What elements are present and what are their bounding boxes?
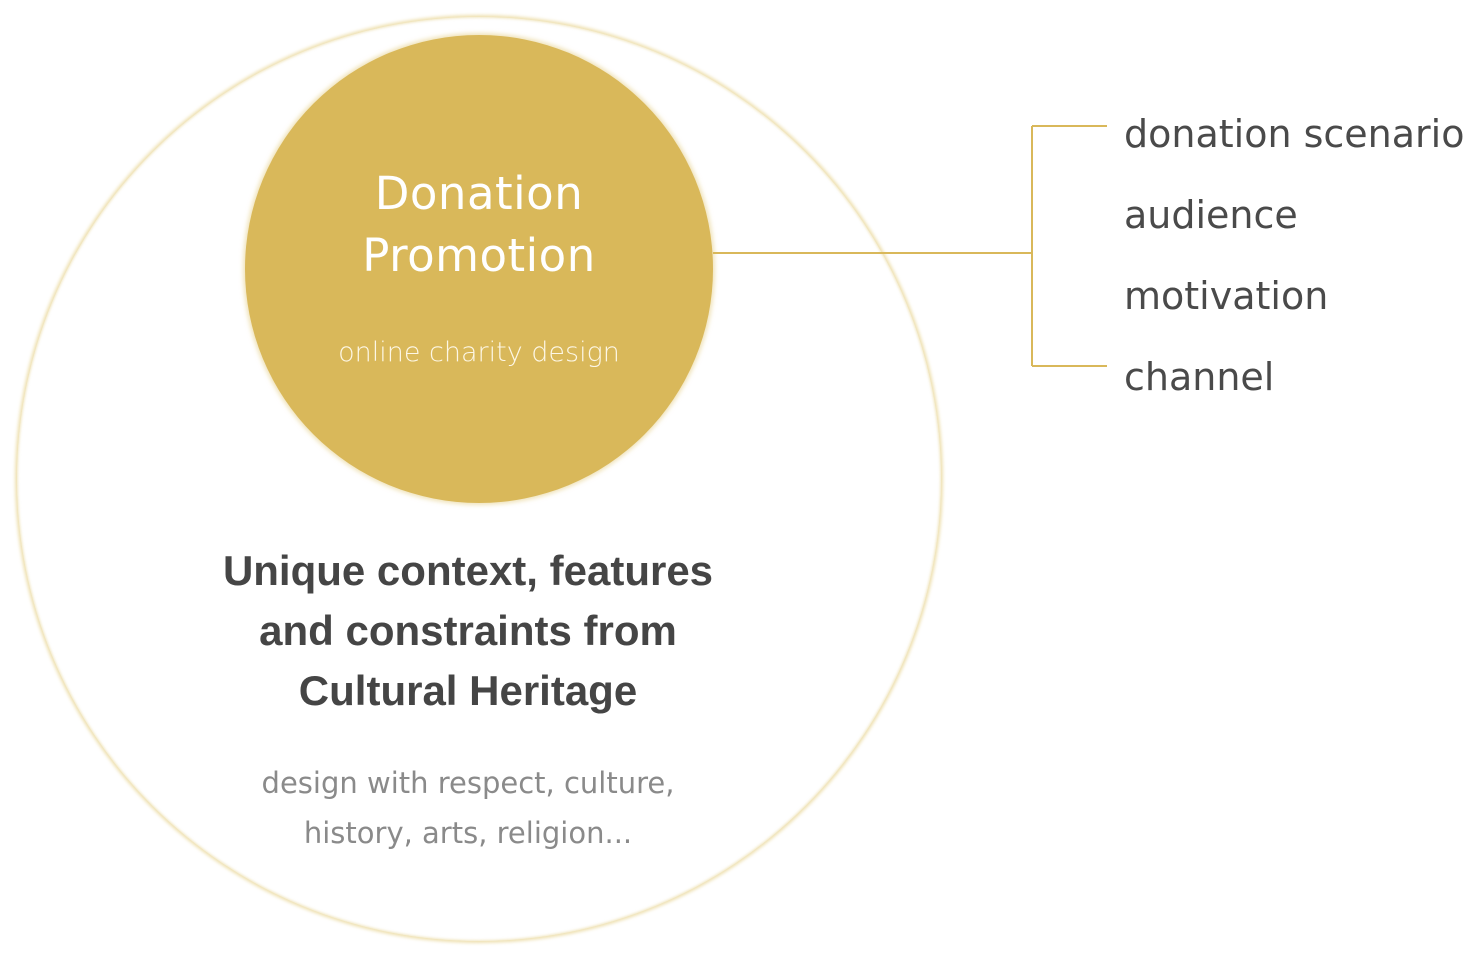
outer-title: Unique context, features and constraints…	[148, 541, 788, 721]
aspect-list: donation scenario audience motivation ch…	[1124, 94, 1464, 418]
outer-subtitle: design with respect, culture, history, a…	[168, 758, 768, 858]
inner-circle-donation-promotion	[245, 35, 713, 503]
aspect-item-audience: audience	[1124, 193, 1298, 237]
outer-title-line-1: Unique context, features	[222, 547, 714, 594]
inner-subtitle: online charity design	[338, 337, 620, 368]
outer-title-line-3: Cultural Heritage	[298, 667, 638, 714]
outer-title-line-2: and constraints from	[259, 607, 677, 654]
outer-subtitle-line-1: design with respect, culture,	[261, 766, 675, 800]
aspect-item-motivation: motivation	[1124, 274, 1329, 318]
outer-subtitle-line-2: history, arts, religion...	[303, 816, 633, 850]
aspect-item-channel: channel	[1124, 355, 1275, 399]
inner-title: Donation Promotion	[245, 163, 713, 287]
aspect-item-donation-scenario: donation scenario	[1124, 112, 1465, 156]
inner-title-line-1: Donation	[374, 167, 584, 220]
inner-title-line-2: Promotion	[362, 229, 596, 282]
